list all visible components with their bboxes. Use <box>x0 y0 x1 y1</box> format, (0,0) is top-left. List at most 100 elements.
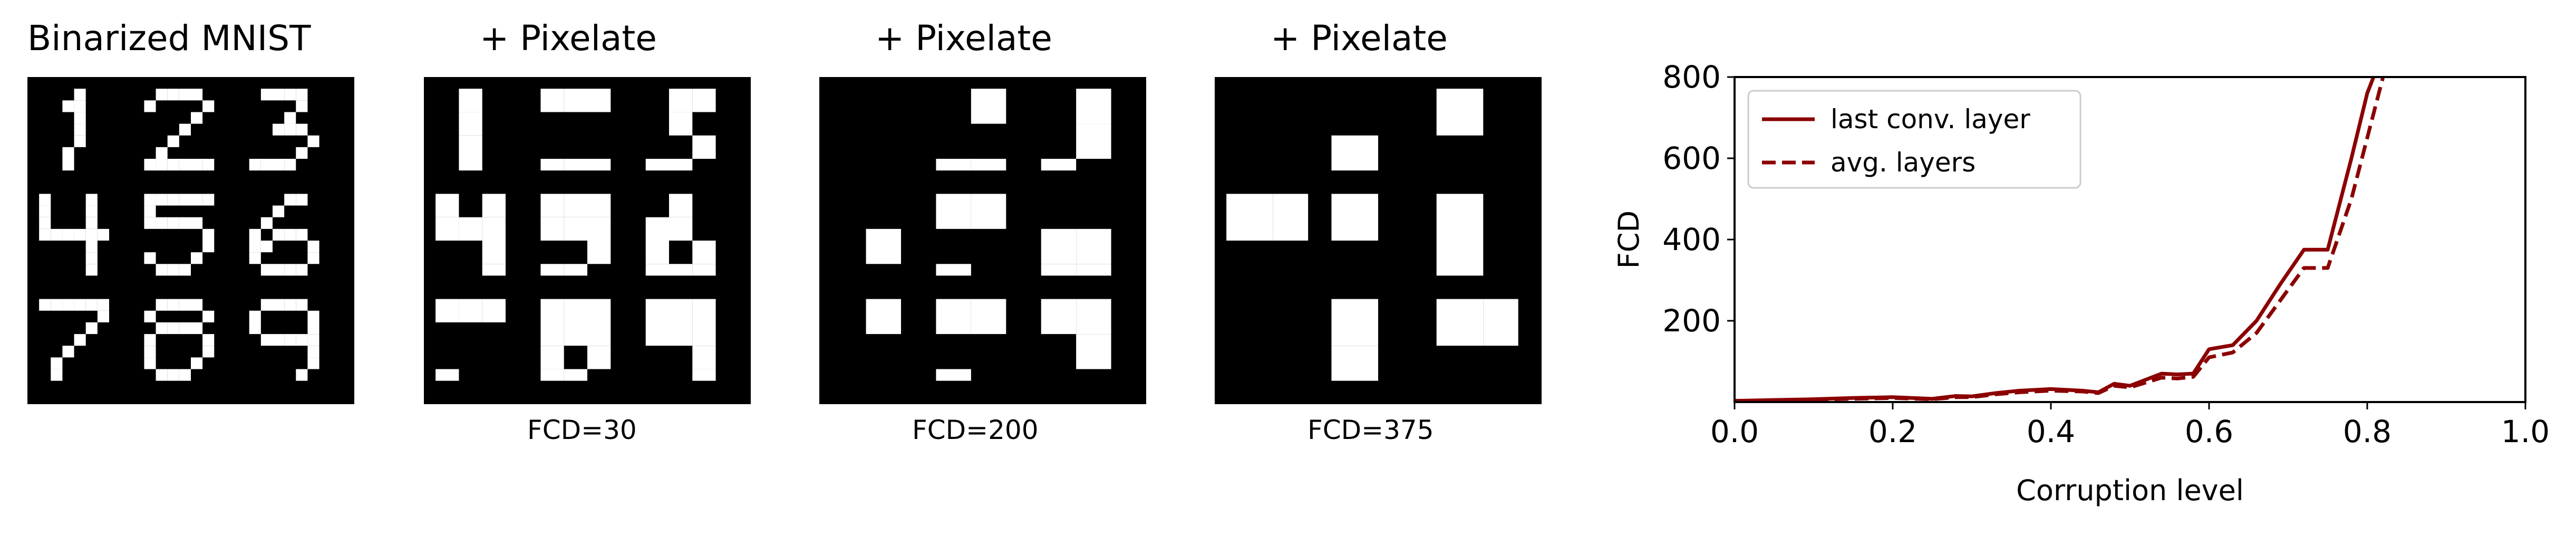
digit-pixel <box>202 241 215 253</box>
digit-pixel <box>669 194 693 217</box>
digit-pixel <box>459 135 482 159</box>
digit-pixel <box>273 205 285 217</box>
digit-pixel <box>202 194 215 206</box>
digit-pixel <box>1331 194 1378 241</box>
digit-grid-image <box>1215 77 1542 404</box>
digit-pixel <box>74 135 86 147</box>
digit-pixel <box>179 89 191 101</box>
fcd-caption: FCD=30 <box>527 415 637 445</box>
digit-grid-svg <box>435 89 716 381</box>
digit-grid-image <box>27 77 354 404</box>
digit-pixel <box>202 100 215 112</box>
digit-pixel <box>564 322 587 346</box>
digit-pixel <box>1076 334 1111 369</box>
digit-pixel <box>564 264 587 276</box>
digit-pixel <box>296 334 308 346</box>
digit-pixel <box>260 334 273 346</box>
digit-pixel <box>97 310 109 322</box>
digit-pixel <box>39 228 51 241</box>
digit-pixel <box>144 334 156 346</box>
digit-pixel <box>459 112 482 136</box>
digit-pixel <box>62 100 74 112</box>
digit-pixel <box>971 194 1006 229</box>
digit-pixel <box>51 369 63 381</box>
digit-pixel <box>85 241 98 253</box>
digit-pixel <box>1076 123 1111 159</box>
digit-pixel <box>284 228 296 241</box>
digit-pixel <box>936 369 971 381</box>
digit-pixel <box>273 159 285 171</box>
digit-pixel <box>1436 299 1484 346</box>
digit-pixel <box>1436 194 1484 241</box>
digit-pixel <box>669 264 693 276</box>
digit-pixel <box>669 159 693 171</box>
digit-grid-image <box>424 77 751 404</box>
digit-pixel <box>62 346 74 358</box>
digit-pixel <box>167 264 179 276</box>
digit-pixel <box>191 89 203 101</box>
y-tick-label: 600 <box>1662 140 1721 176</box>
digit-pixel <box>273 299 285 311</box>
digit-pixel <box>1331 299 1378 346</box>
digit-pixel <box>249 159 261 171</box>
digit-pixel <box>459 89 482 112</box>
digit-pixel <box>191 194 203 206</box>
digit-pixel <box>156 322 168 335</box>
digit-pixel <box>249 322 261 335</box>
digit-pixel <box>260 299 273 311</box>
legend-label: avg. layers <box>1831 147 1975 178</box>
digit-pixel <box>191 159 203 171</box>
digit-pixel <box>284 112 296 124</box>
digit-pixel <box>307 241 319 253</box>
digit-pixel <box>587 299 611 322</box>
digit-pixel <box>74 123 86 136</box>
digit-pixel <box>540 89 564 112</box>
digit-pixel <box>249 228 261 241</box>
x-tick-label: 0.4 <box>2027 414 2075 450</box>
digit-pixel <box>296 100 308 112</box>
digit-grid-svg <box>866 89 1111 381</box>
digit-pixel <box>482 299 506 322</box>
x-axis-label: Corruption level <box>2016 474 2244 507</box>
digit-pixel <box>1483 299 1518 346</box>
digit-pixel <box>156 369 168 381</box>
digit-pixel <box>156 159 168 171</box>
digit-pixel <box>645 159 669 171</box>
panel-title: Binarized MNIST <box>27 18 311 59</box>
digit-pixel <box>97 299 109 311</box>
digit-pixel <box>167 194 179 206</box>
digit-pixel <box>202 159 215 171</box>
digit-pixel <box>482 217 506 241</box>
digit-pixel <box>167 89 179 101</box>
plot-lines <box>1735 77 2386 402</box>
digit-pixel <box>74 100 86 112</box>
x-tick-label: 0.6 <box>2185 414 2233 450</box>
digit-pixel <box>1041 299 1077 335</box>
legend-label: last conv. layer <box>1831 104 2030 135</box>
digit-pixel <box>144 205 156 217</box>
digit-pixel <box>51 228 63 241</box>
digit-pixel <box>39 194 51 206</box>
digit-pixel <box>1041 228 1077 264</box>
digit-grid-image <box>819 77 1146 404</box>
digit-pixel <box>692 89 716 112</box>
digit-pixel <box>51 299 63 311</box>
digit-pixel <box>587 217 611 241</box>
digit-pixel <box>249 252 261 264</box>
y-tick-label: 200 <box>1662 303 1721 339</box>
digit-pixel <box>85 194 98 206</box>
x-tick-label: 0.2 <box>1868 414 1917 450</box>
digit-pixel <box>564 217 587 241</box>
legend: last conv. layer avg. layers <box>1747 90 2081 189</box>
digit-pixel <box>156 147 168 159</box>
digit-pixel <box>179 369 191 381</box>
digit-pixel <box>156 264 168 276</box>
series-line-2 <box>1735 77 2386 402</box>
y-axis-label: FCD <box>1612 211 1645 269</box>
digit-pixel <box>971 159 1006 171</box>
digit-pixel <box>273 228 285 241</box>
digit-pixel <box>307 322 319 335</box>
digit-pixel <box>85 252 98 264</box>
digit-pixel <box>202 228 215 241</box>
